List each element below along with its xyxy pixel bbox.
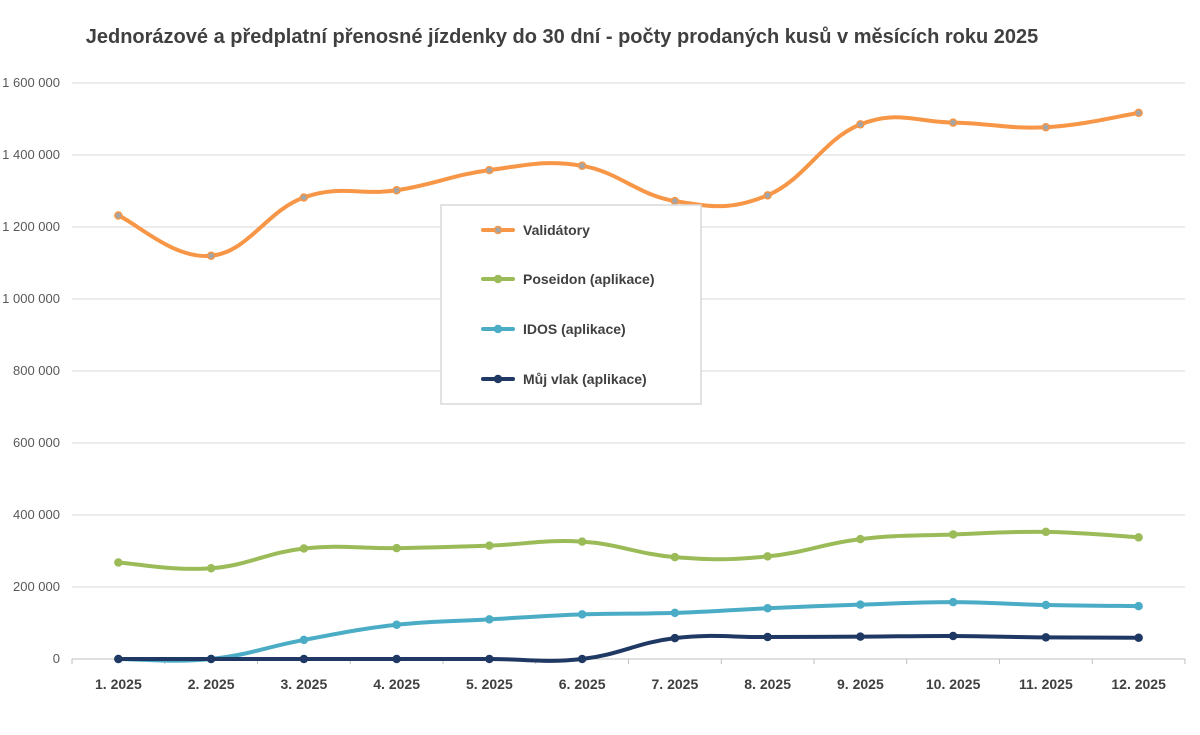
x-tick-label: 3. 2025 bbox=[281, 676, 328, 692]
data-point bbox=[577, 161, 587, 171]
data-point bbox=[392, 620, 401, 630]
y-tick-label: 1 600 000 bbox=[2, 75, 60, 90]
y-tick-label: 1 200 000 bbox=[2, 219, 60, 234]
data-point bbox=[763, 632, 772, 642]
legend-item: IDOS (aplikace) bbox=[481, 321, 626, 337]
series-1 bbox=[114, 108, 1143, 261]
data-point bbox=[856, 534, 865, 544]
y-tick-label: 1 400 000 bbox=[2, 147, 60, 162]
chart-title: Jednorázové a předplatní přenosné jízden… bbox=[86, 26, 1039, 48]
data-point bbox=[670, 552, 680, 562]
data-point bbox=[206, 564, 216, 573]
x-tick-label: 6. 2025 bbox=[559, 676, 606, 692]
data-point bbox=[856, 632, 865, 641]
data-point bbox=[1134, 108, 1143, 118]
data-point bbox=[948, 530, 958, 539]
series-group bbox=[114, 108, 1143, 664]
x-tick-label: 10. 2025 bbox=[926, 676, 981, 692]
data-point bbox=[485, 541, 494, 550]
data-point bbox=[114, 211, 123, 220]
data-point bbox=[392, 543, 401, 553]
x-tick-label: 1. 2025 bbox=[95, 676, 142, 692]
legend-swatch-marker bbox=[493, 324, 503, 334]
x-tick-label: 2. 2025 bbox=[188, 676, 235, 692]
data-point bbox=[948, 597, 958, 607]
y-tick-label: 400 000 bbox=[13, 507, 60, 522]
legend-item: Poseidon (aplikace) bbox=[481, 271, 654, 287]
x-tick-label: 4. 2025 bbox=[373, 676, 420, 692]
data-point bbox=[485, 615, 494, 624]
legend-item: Validátory bbox=[481, 222, 590, 238]
legend-swatch-marker bbox=[493, 374, 503, 384]
y-tick-label: 0 bbox=[53, 651, 60, 666]
x-tick-label: 5. 2025 bbox=[466, 676, 513, 692]
x-tick-label: 7. 2025 bbox=[652, 676, 699, 692]
legend-label: Můj vlak (aplikace) bbox=[523, 371, 647, 387]
data-point bbox=[577, 654, 587, 664]
data-point bbox=[670, 633, 680, 643]
legend-label: Validátory bbox=[523, 222, 590, 238]
data-point bbox=[299, 635, 309, 645]
data-point bbox=[670, 608, 680, 618]
data-point bbox=[948, 631, 958, 641]
y-tick-label: 800 000 bbox=[13, 363, 60, 378]
legend-item: Můj vlak (aplikace) bbox=[481, 371, 647, 387]
data-point bbox=[485, 165, 494, 175]
data-point bbox=[1134, 633, 1143, 643]
data-point bbox=[856, 120, 865, 129]
data-point bbox=[206, 654, 216, 664]
legend-label: IDOS (aplikace) bbox=[523, 321, 626, 337]
data-point bbox=[1134, 601, 1143, 611]
data-point bbox=[763, 603, 772, 613]
data-point bbox=[392, 186, 401, 195]
legend-box bbox=[440, 204, 702, 405]
data-point bbox=[299, 544, 309, 553]
data-point bbox=[299, 654, 309, 664]
legend-swatch-marker bbox=[493, 225, 503, 235]
x-tick-label: 11. 2025 bbox=[1019, 676, 1073, 692]
data-point bbox=[1041, 633, 1051, 642]
legend-label: Poseidon (aplikace) bbox=[523, 271, 654, 287]
legend-swatch-marker bbox=[493, 274, 503, 284]
data-point bbox=[670, 196, 680, 206]
x-tick-label: 9. 2025 bbox=[837, 676, 884, 692]
data-point bbox=[577, 610, 587, 619]
data-point bbox=[763, 552, 772, 561]
data-point bbox=[577, 537, 587, 546]
x-tick-label: 12. 2025 bbox=[1111, 676, 1166, 692]
data-point bbox=[763, 191, 772, 200]
series-line bbox=[116, 633, 1141, 663]
data-point bbox=[299, 193, 309, 202]
data-point bbox=[1134, 533, 1143, 542]
data-point bbox=[1041, 123, 1051, 132]
data-point bbox=[1041, 600, 1051, 610]
series-2 bbox=[114, 527, 1143, 573]
y-tick-label: 200 000 bbox=[13, 579, 60, 594]
data-point bbox=[392, 654, 401, 664]
series-line bbox=[116, 529, 1141, 571]
series-4 bbox=[114, 631, 1143, 664]
data-point bbox=[206, 251, 216, 261]
data-point bbox=[485, 654, 494, 664]
y-tick-label: 600 000 bbox=[13, 435, 60, 450]
data-point bbox=[114, 654, 123, 664]
legend: Validátory Poseidon (aplikace) IDOS (aplik… bbox=[440, 204, 702, 405]
y-tick-label: 1 000 000 bbox=[2, 291, 60, 306]
data-point bbox=[948, 118, 958, 127]
data-point bbox=[1041, 527, 1051, 537]
x-tick-label: 8. 2025 bbox=[744, 676, 791, 692]
data-point bbox=[114, 558, 123, 567]
axes: 0 200 000 400 000 600 000 800 000 1 000 000 1 … bbox=[2, 75, 1186, 692]
data-point bbox=[856, 600, 865, 609]
series-line bbox=[116, 600, 1141, 663]
